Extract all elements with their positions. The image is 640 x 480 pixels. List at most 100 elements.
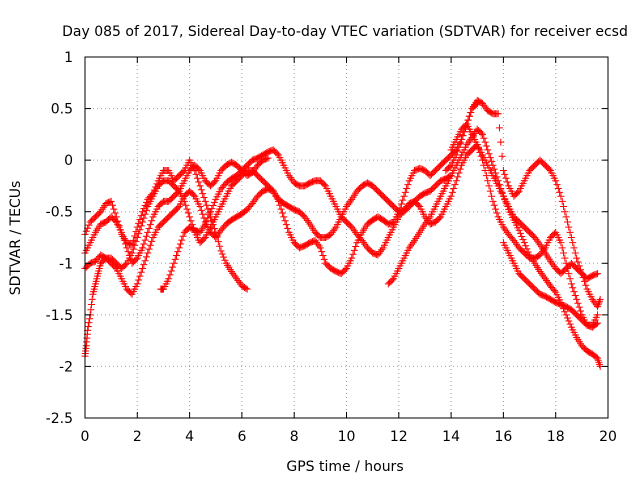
data-point — [132, 255, 140, 263]
data-point — [180, 197, 188, 205]
data-point — [135, 276, 143, 284]
data-point — [179, 232, 187, 240]
x-tick-label: 0 — [81, 429, 90, 445]
data-point — [275, 197, 283, 205]
data-point — [465, 112, 473, 120]
data-point — [221, 256, 229, 264]
data-point — [566, 275, 574, 283]
data-point — [120, 236, 128, 244]
data-point — [344, 201, 352, 209]
data-point — [111, 263, 119, 271]
data-point — [88, 295, 96, 303]
data-point — [278, 209, 286, 217]
data-point — [424, 216, 432, 224]
data-point — [280, 213, 288, 221]
data-point — [456, 165, 464, 173]
data-point — [108, 201, 116, 209]
data-point — [531, 234, 539, 241]
data-point — [561, 208, 569, 216]
x-tick-label: 14 — [442, 429, 460, 445]
data-point — [565, 270, 573, 278]
data-point — [137, 222, 145, 230]
data-point — [553, 181, 561, 189]
series-track-9 — [499, 239, 602, 331]
data-point — [119, 232, 127, 240]
data-point — [349, 225, 357, 233]
data-point — [409, 238, 417, 246]
data-point — [539, 271, 547, 279]
data-point — [210, 178, 218, 186]
data-point — [327, 230, 335, 238]
data-point — [350, 246, 358, 254]
data-point — [212, 234, 220, 241]
data-point — [594, 270, 602, 278]
data-point — [173, 252, 181, 260]
y-axis-label: SDTVAR / TECUs — [8, 181, 24, 296]
data-point — [197, 186, 205, 194]
data-point — [464, 139, 472, 147]
data-point — [545, 165, 553, 173]
data-point — [577, 307, 585, 315]
data-point — [494, 110, 502, 118]
data-point — [515, 226, 523, 234]
data-point — [358, 237, 366, 245]
x-tick-label: 18 — [547, 429, 565, 445]
data-point — [148, 217, 156, 225]
data-point — [303, 216, 311, 224]
data-point — [404, 181, 412, 189]
data-point — [350, 227, 358, 235]
y-tick-label: -0.5 — [46, 205, 73, 221]
data-point — [207, 208, 215, 216]
data-point — [328, 229, 336, 237]
data-point — [488, 192, 496, 200]
data-point — [227, 268, 235, 276]
data-point — [230, 271, 238, 279]
data-point — [305, 218, 313, 226]
data-point — [485, 182, 493, 190]
data-point — [174, 204, 182, 212]
data-point — [567, 234, 575, 241]
data-point — [456, 139, 464, 147]
data-point — [144, 249, 152, 257]
data-point — [139, 244, 147, 252]
data-point — [184, 209, 192, 217]
data-point — [596, 297, 604, 305]
data-point — [133, 280, 141, 288]
data-point — [501, 170, 509, 178]
data-point — [565, 317, 573, 325]
data-point — [343, 203, 350, 211]
data-point — [556, 188, 564, 196]
data-point — [595, 299, 603, 307]
data-point — [570, 288, 578, 296]
data-point — [594, 303, 602, 311]
data-point — [467, 108, 475, 116]
data-point — [397, 200, 405, 208]
data-point — [320, 255, 328, 263]
data-point — [142, 232, 150, 240]
data-point — [548, 259, 556, 267]
data-point — [216, 242, 224, 250]
data-point — [400, 192, 408, 200]
data-point — [229, 269, 237, 277]
data-point — [107, 197, 115, 205]
data-points — [81, 96, 604, 370]
data-point — [146, 241, 154, 249]
data-point — [359, 238, 367, 246]
data-point — [502, 227, 510, 235]
data-point — [546, 257, 554, 265]
data-point — [571, 292, 579, 300]
data-point — [552, 177, 560, 185]
data-point — [200, 235, 208, 243]
data-point — [571, 249, 579, 257]
data-point — [455, 143, 463, 151]
data-point — [199, 190, 207, 198]
data-point — [146, 221, 154, 229]
data-point — [536, 268, 544, 276]
data-point — [537, 269, 545, 277]
data-point — [141, 236, 149, 244]
data-point — [187, 217, 195, 225]
x-tick-label: 4 — [185, 429, 194, 445]
data-point — [133, 234, 141, 241]
data-point — [203, 217, 211, 225]
data-point — [582, 281, 590, 289]
